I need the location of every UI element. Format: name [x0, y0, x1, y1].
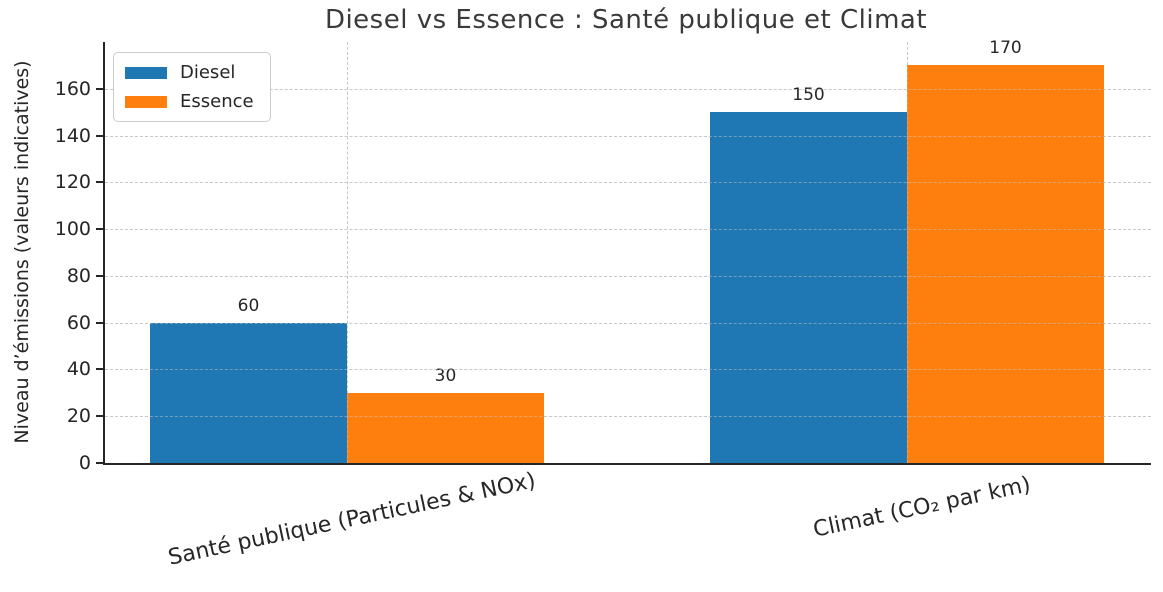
ytick-label-0: 0: [78, 452, 91, 474]
ticks-layer: 0 20 40 60 80 100 120 140 160 Santé publique (Par…: [55, 42, 1151, 571]
ytick-label-120: 120: [54, 171, 91, 194]
ytick-mark-120: [96, 181, 103, 184]
legend-item-essence: Essence: [125, 91, 254, 112]
ytick-label-80: 80: [66, 264, 91, 287]
legend-swatch-essence: [125, 95, 167, 108]
bar-value-diesel-group1: 60: [237, 295, 260, 316]
legend-swatch-diesel: [125, 66, 167, 79]
bar-diesel-group1: [150, 322, 347, 463]
ytick-mark-0: [96, 462, 103, 464]
legend-item-diesel: Diesel: [125, 62, 254, 83]
bar-value-essence-group2: 170: [989, 38, 1022, 59]
ytick-label-40: 40: [66, 358, 91, 381]
xtick-label-group2: Climat (CO₂ par km): [811, 472, 1033, 543]
ytick-mark-20: [96, 415, 103, 418]
ytick-mark-40: [96, 368, 103, 371]
bar-diesel-group2: [710, 112, 907, 463]
ytick-mark-160: [96, 87, 103, 90]
ytick-label-100: 100: [54, 218, 91, 241]
legend-label-diesel: Diesel: [180, 62, 236, 83]
bar-value-essence-group1: 30: [434, 365, 457, 386]
ytick-label-60: 60: [66, 311, 91, 334]
bar-essence-group2: [907, 65, 1104, 463]
ytick-mark-80: [96, 274, 103, 277]
bars-layer: 60 150 30 170: [105, 38, 1151, 463]
ytick-mark-100: [96, 228, 103, 231]
xtick-label-group1: Santé publique (Particules & NOx): [166, 468, 538, 571]
ytick-mark-140: [96, 134, 103, 137]
chart-title: Diesel vs Essence : Santé publique et Cl…: [324, 5, 928, 35]
ytick-label-160: 160: [54, 77, 91, 100]
legend: Diesel Essence: [113, 52, 271, 122]
bar-essence-group1: [347, 392, 544, 463]
plot-area: 60 150 30 170 0 20 40 60 80 100 120 140 160 Santé pu…: [55, 38, 1151, 571]
ytick-mark-60: [96, 321, 103, 324]
y-axis-label: Niveau d’émissions (valeurs indicatives): [11, 60, 33, 444]
bar-value-diesel-group2: 150: [792, 85, 825, 106]
ytick-label-140: 140: [54, 124, 91, 147]
legend-label-essence: Essence: [180, 91, 254, 112]
ytick-label-20: 20: [66, 405, 91, 428]
